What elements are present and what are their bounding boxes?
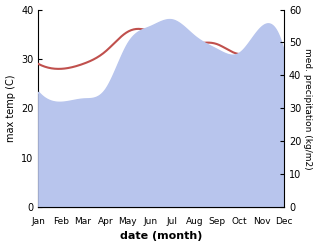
X-axis label: date (month): date (month) — [120, 231, 203, 242]
Y-axis label: med. precipitation (kg/m2): med. precipitation (kg/m2) — [303, 48, 313, 169]
Y-axis label: max temp (C): max temp (C) — [5, 75, 16, 142]
